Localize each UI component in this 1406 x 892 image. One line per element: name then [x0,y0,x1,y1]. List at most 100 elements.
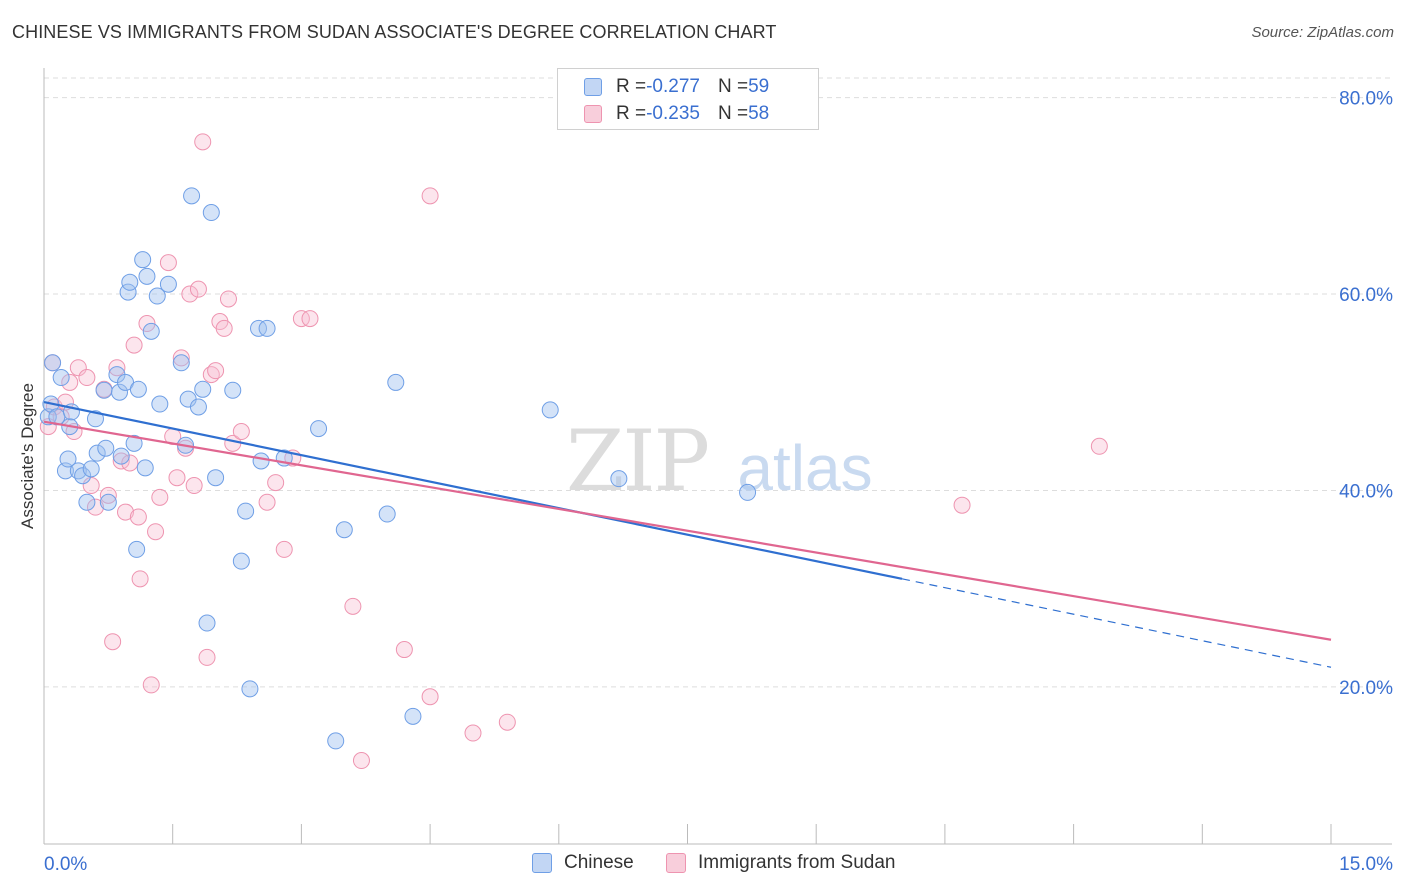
chinese-point [44,354,62,372]
y-tick-label: 80.0% [1339,89,1393,110]
chinese-point [224,381,242,399]
series-legend: Chinese Immigrants from Sudan [0,852,1406,878]
y-tick-label: 40.0% [1339,481,1393,502]
chinese-point [148,287,166,305]
legend-item-sudan[interactable]: Immigrants from Sudan [666,852,895,874]
chinese-point [52,369,70,387]
chinese-point [252,452,270,470]
legend-r-value-chinese: -0.277 [646,76,700,97]
watermark-atlas: atlas [737,432,872,504]
chinese-point [136,459,154,477]
sudan-point [189,280,207,298]
sudan-point [138,315,156,333]
sudan-point [215,319,233,337]
chinese-trend-extension [901,578,1332,668]
watermark: ZIP atlas [566,412,873,510]
sudan-point [82,477,100,495]
chinese-point [134,251,152,269]
sudan-point [99,486,117,504]
chinese-point [232,552,250,570]
gridlines [44,77,1392,688]
series-chinese-points [39,187,757,750]
chinese-point [387,373,405,391]
sudan-point [258,493,276,511]
sudan-point [159,254,177,272]
sudan-point [172,349,190,367]
chinese-point [198,614,216,632]
chinese-point [207,469,225,487]
chinese-point [99,493,117,511]
chart-title: CHINESE VS IMMIGRANTS FROM SUDAN ASSOCIA… [12,22,777,42]
chinese-point [121,273,139,291]
chinese-point [128,540,146,558]
sudan-point [421,187,439,205]
legend-swatch-sudan [666,853,686,873]
chinese-point [404,707,422,725]
legend-r-label: R = [616,76,647,97]
sudan-point [117,503,135,521]
legend-n-label: N = [717,103,749,124]
sudan-point [219,290,237,308]
legend-item-chinese[interactable]: Chinese [532,852,634,874]
correlation-legend: R = -0.277 N = 59 R = -0.235 N = 58 [557,68,819,130]
y-tick-label: 20.0% [1339,678,1393,699]
chinese-point [172,354,190,372]
chinese-point [125,434,143,452]
sudan-point [275,540,293,558]
sudan-point [125,336,143,354]
chinese-point [378,505,396,523]
chinese-point [159,275,177,293]
chinese-point [138,267,156,285]
chinese-point [142,322,160,340]
sudan-trend-line [43,420,1332,641]
trend-lines [43,400,1332,668]
chinese-point [97,439,115,457]
source-label: Source: ZipAtlas.com [1251,24,1394,41]
sudan-point [181,285,199,303]
chinese-point [129,380,147,398]
sudan-point [147,523,165,541]
sudan-point [292,310,310,328]
chinese-point [112,447,130,465]
legend-row-chinese: R = -0.277 N = 59 [584,75,769,99]
chinese-point [59,450,77,468]
legend-label-sudan: Immigrants from Sudan [698,852,896,873]
legend-n-label: N = [717,76,749,97]
sudan-point [344,597,362,615]
sudan-point [194,133,212,151]
sudan-point [464,724,482,742]
chinese-point [739,483,757,501]
chinese-point [194,380,212,398]
sudan-point [953,496,971,514]
sudan-point [198,648,216,666]
sudan-point [352,752,370,770]
sudan-point [86,498,104,516]
chinese-point [250,319,267,337]
y-tick-labels: 20.0% 40.0% 60.0% 80.0% [1339,89,1393,699]
chinese-point [88,444,106,462]
sudan-point [104,633,122,651]
sudan-point [207,362,225,380]
sudan-point [121,454,139,472]
chinese-point [82,460,100,478]
chinese-point [95,381,113,399]
x-tick-label: 15.0% [1339,854,1393,875]
legend-swatch-chinese [584,78,602,96]
chinese-point [327,732,345,750]
watermark-zip: ZIP [566,412,708,510]
chinese-point [74,467,92,485]
chinese-point [78,493,96,511]
sudan-point [108,359,126,377]
sudan-point [232,423,250,441]
sudan-point [301,310,319,328]
sudan-point [267,474,285,492]
chinese-point [258,319,276,337]
y-tick-label: 60.0% [1339,285,1393,306]
legend-r-value-sudan: -0.235 [646,103,700,124]
sudan-point [61,373,79,391]
x-tick-label: 0.0% [44,854,87,875]
sudan-point [1090,437,1108,455]
sudan-point [168,469,186,487]
sudan-point [185,477,203,495]
